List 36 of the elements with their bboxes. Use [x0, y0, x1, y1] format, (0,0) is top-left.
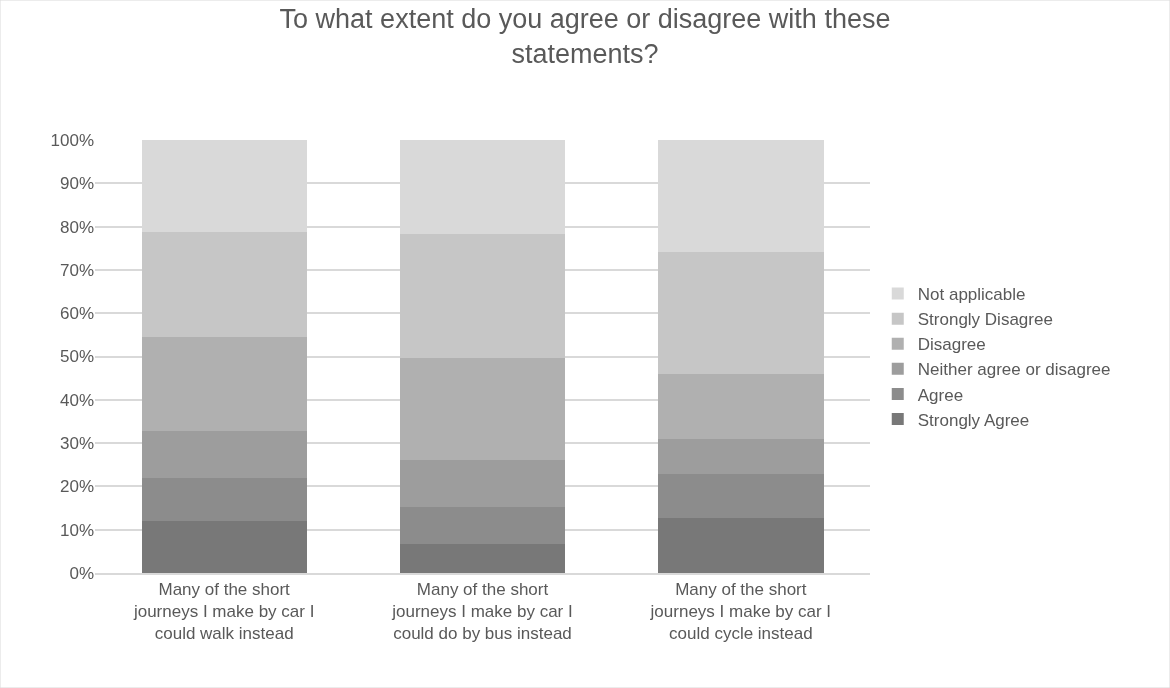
x-tick-label: Many of the short journeys I make by car I could cycle instead	[649, 580, 832, 644]
bar	[399, 543, 566, 573]
legend-label: Not applicable	[917, 285, 1026, 305]
chart-title: To what extent do you agree or disagree with these statements?	[279, 3, 891, 69]
y-tick-label: 30%	[59, 434, 94, 454]
x-tick-label: Many of the short journeys I make by car I could do by bus instead	[391, 580, 573, 644]
bar	[141, 431, 307, 478]
x-tick-label: Many of the short journeys I make by car I could walk instead	[132, 580, 315, 644]
bar	[658, 373, 824, 440]
legend-label: Agree	[917, 385, 964, 405]
bar	[658, 251, 824, 374]
bar	[399, 358, 566, 460]
legend-label: Disagree	[917, 335, 986, 355]
y-tick-label: 0%	[69, 563, 94, 583]
legend-label: Strongly Agree	[917, 410, 1030, 430]
bar	[141, 337, 307, 432]
y-tick-label: 80%	[59, 217, 94, 237]
bar	[399, 459, 566, 508]
bar	[658, 517, 824, 573]
bar	[141, 477, 307, 522]
legend-label: Neither agree or disagree	[917, 360, 1111, 380]
y-tick-label: 70%	[59, 260, 94, 280]
y-tick-label: 60%	[59, 304, 94, 324]
y-tick-label: 20%	[59, 477, 94, 497]
bar	[141, 521, 307, 573]
y-tick-label: 90%	[59, 174, 94, 194]
bar	[658, 473, 824, 518]
bar	[141, 231, 307, 338]
bar	[399, 233, 566, 359]
bar	[399, 507, 566, 544]
bar	[658, 439, 824, 474]
y-tick-label: 10%	[59, 520, 94, 540]
y-tick-label: 50%	[59, 347, 94, 367]
y-tick-label: 40%	[59, 390, 94, 410]
y-tick-label: 100%	[50, 130, 94, 150]
legend-label: Strongly Disagree	[917, 310, 1053, 330]
